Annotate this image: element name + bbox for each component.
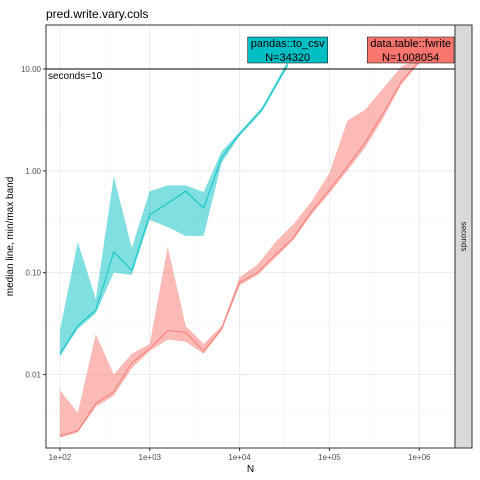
y-tick-label: 10.00 (21, 65, 42, 74)
series-label-line: N=34320 (265, 52, 310, 64)
y-tick-label: 0.10 (25, 269, 41, 278)
x-tick-label: 1e+03 (139, 453, 162, 462)
series-label-line: N=1008054 (382, 52, 439, 64)
y-axis-title: median line, min/max band (5, 177, 16, 297)
strip-background (454, 24, 473, 449)
x-axis-title: N (247, 464, 254, 475)
band-layer (59, 57, 420, 438)
x-tick-label: 1e+02 (49, 453, 72, 462)
facet-strip: seconds (454, 24, 473, 449)
median-line-data.table::fwrite (59, 60, 420, 437)
y-tick-label: 1.00 (25, 167, 41, 176)
series-label-line: pandas::to_csv (251, 38, 325, 50)
band-pandas::to_csv (59, 60, 288, 357)
x-tick-label: 1e+04 (228, 453, 251, 462)
y-axis: 0.01 0.10 1.00 10.00 (21, 65, 46, 380)
x-tick-label: 1e+06 (408, 453, 431, 462)
band-data.table::fwrite (59, 57, 420, 438)
x-tick-label: 1e+05 (318, 453, 341, 462)
median-line-pandas::to_csv (59, 64, 289, 354)
line-layer (59, 60, 420, 437)
chart-title: pred.write.vary.cols (46, 7, 148, 21)
series-label-box (367, 36, 455, 64)
strip-label: seconds (459, 222, 468, 252)
reference-label: seconds=10 (48, 71, 103, 82)
x-axis: 1e+02 1e+03 1e+04 1e+05 1e+06 (49, 448, 431, 462)
y-tick-label: 0.01 (25, 371, 41, 380)
series-label-box (247, 36, 328, 64)
series-label-line: data.table::fwrite (370, 38, 451, 50)
